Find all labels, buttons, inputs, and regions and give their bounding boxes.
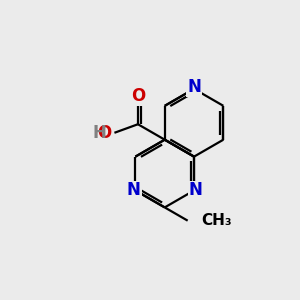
Text: N: N <box>127 182 141 200</box>
Text: O: O <box>97 124 111 142</box>
Text: H: H <box>93 124 106 142</box>
Text: CH₃: CH₃ <box>201 213 232 228</box>
Text: N: N <box>187 78 201 96</box>
Text: N: N <box>189 182 202 200</box>
Text: O: O <box>131 87 145 105</box>
